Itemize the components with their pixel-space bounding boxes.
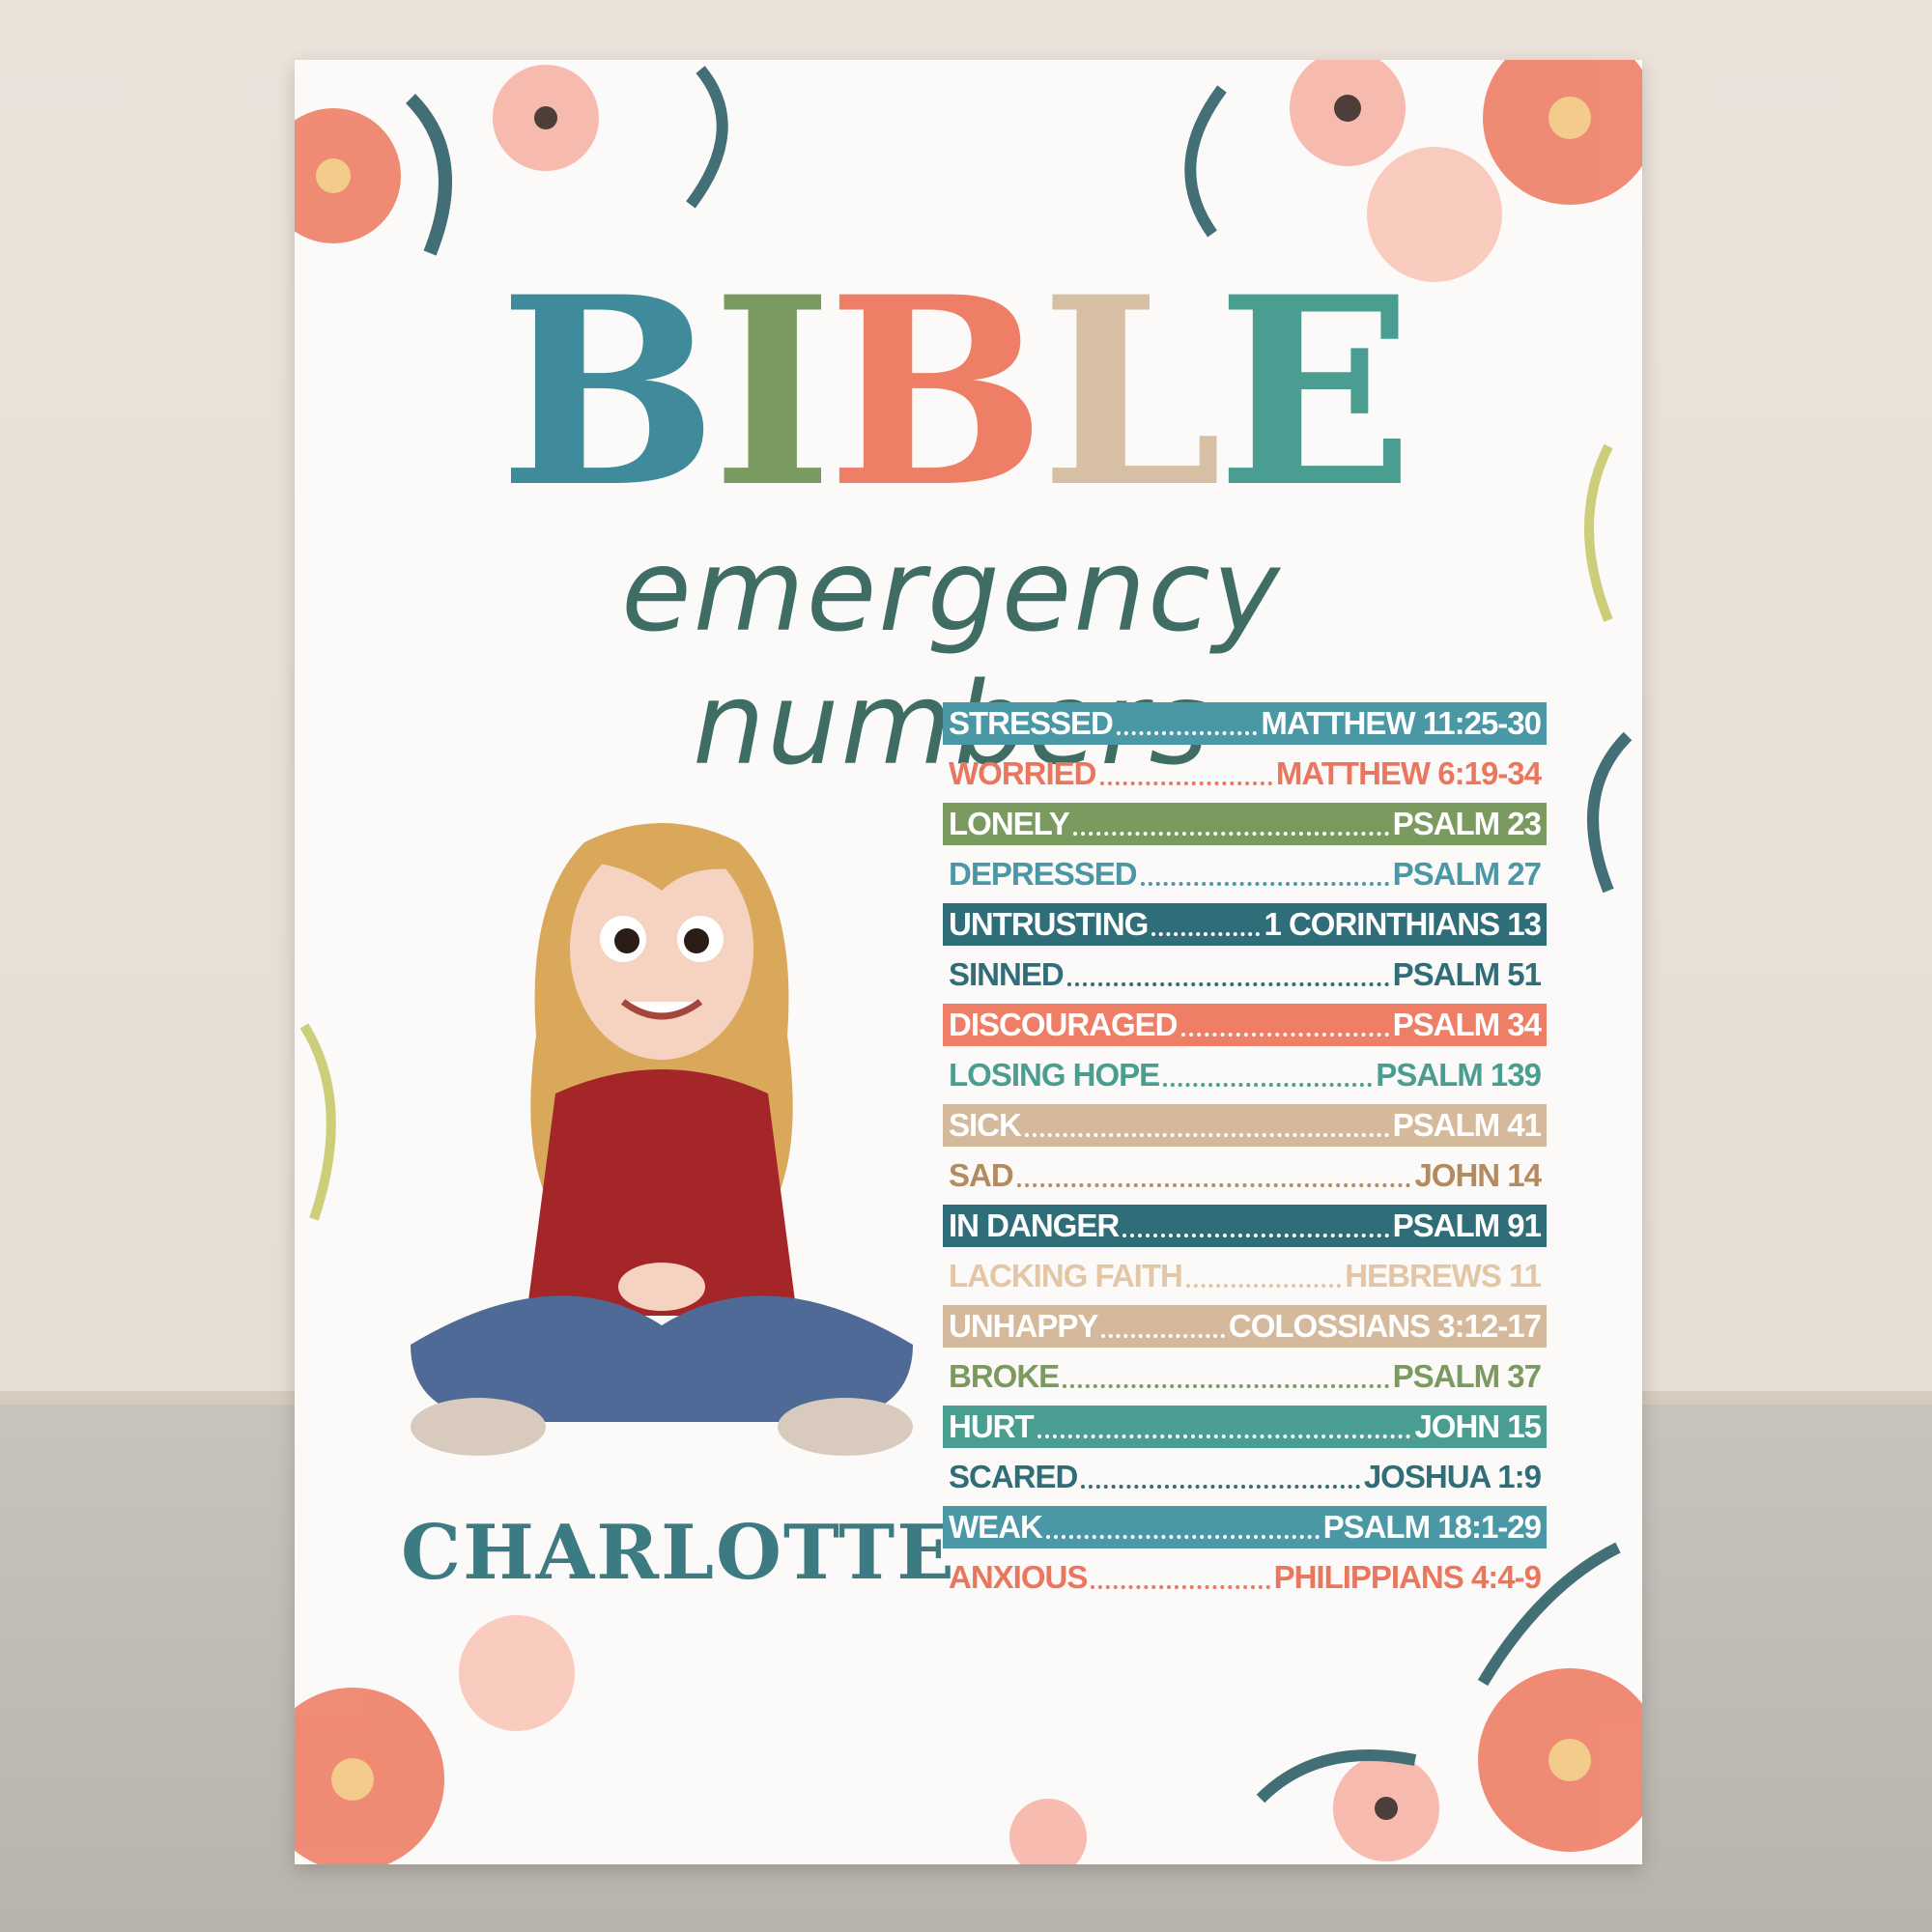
feeling: UNTRUSTING	[949, 906, 1149, 942]
name: CHARLOTTE	[401, 1509, 956, 1597]
entry-row: IN DANGER PSALM 91	[943, 1205, 1547, 1247]
dot-leader	[1140, 882, 1389, 886]
dot-leader	[1091, 1585, 1270, 1589]
entry-row: WORRIED MATTHEW 6:19-34	[943, 753, 1547, 795]
entry-row: HURT JOHN 15	[943, 1406, 1547, 1448]
girl-illustration	[411, 823, 913, 1456]
verse: COLOSSIANS 3:12-17	[1228, 1308, 1542, 1344]
feeling: LOSING HOPE	[949, 1057, 1160, 1093]
feeling: ANXIOUS	[949, 1559, 1088, 1595]
verse: JOSHUA 1:9	[1363, 1459, 1542, 1494]
dot-leader	[1122, 1234, 1389, 1237]
dot-leader	[1116, 731, 1258, 735]
dot-leader	[1101, 1334, 1225, 1338]
feeling: WORRIED	[949, 755, 1096, 791]
verse: PSALM 37	[1392, 1358, 1542, 1394]
blanket: BIBLE emergency numbers CHARLOTTE STRESS…	[295, 60, 1642, 1864]
feeling: SCARED	[949, 1459, 1078, 1494]
verse: PSALM 27	[1392, 856, 1542, 892]
verse: MATTHEW 11:25-30	[1261, 705, 1542, 741]
verse: PSALM 34	[1392, 1007, 1542, 1042]
entry-row: LONELY PSALM 23	[943, 803, 1547, 845]
dot-leader	[1163, 1083, 1373, 1087]
feeling: HURT	[949, 1408, 1035, 1444]
entry-row: WEAK PSALM 18:1-29	[943, 1506, 1547, 1548]
feeling: SINNED	[949, 956, 1065, 992]
dot-leader	[1185, 1284, 1342, 1288]
feeling: WEAK	[949, 1509, 1043, 1545]
feeling: UNHAPPY	[949, 1308, 1098, 1344]
dot-leader	[1072, 832, 1389, 836]
feeling: LONELY	[949, 806, 1070, 841]
dot-leader	[1180, 1033, 1389, 1037]
entry-row: SAD JOHN 14	[943, 1154, 1547, 1197]
verse: JOHN 15	[1414, 1408, 1542, 1444]
feeling: STRESSED	[949, 705, 1114, 741]
dot-leader	[1024, 1133, 1389, 1137]
verse: PSALM 51	[1392, 956, 1542, 992]
verse: HEBREWS 11	[1345, 1258, 1542, 1293]
dot-leader	[1063, 1384, 1389, 1388]
dot-leader	[1016, 1183, 1411, 1187]
verse: PSALM 41	[1392, 1107, 1542, 1143]
entry-row: LACKING FAITH HEBREWS 11	[943, 1255, 1547, 1297]
floral-decoration	[295, 60, 1642, 1864]
entry-row: LOSING HOPE PSALM 139	[943, 1054, 1547, 1096]
entry-row: SICK PSALM 41	[943, 1104, 1547, 1147]
verse: PHILIPPIANS 4:4-9	[1273, 1559, 1542, 1595]
feeling: IN DANGER	[949, 1208, 1120, 1243]
dot-leader	[1066, 982, 1389, 986]
feeling: DISCOURAGED	[949, 1007, 1179, 1042]
entry-row: ANXIOUS PHILIPPIANS 4:4-9	[943, 1556, 1547, 1599]
dot-leader	[1045, 1535, 1320, 1539]
entry-row: BROKE PSALM 37	[943, 1355, 1547, 1398]
title: BIBLE	[498, 241, 1413, 545]
verse: PSALM 18:1-29	[1322, 1509, 1542, 1545]
feeling: BROKE	[949, 1358, 1060, 1394]
verse: PSALM 139	[1376, 1057, 1542, 1093]
entry-row: SINNED PSALM 51	[943, 953, 1547, 996]
verse: PSALM 91	[1392, 1208, 1542, 1243]
verse: PSALM 23	[1392, 806, 1542, 841]
verse: MATTHEW 6:19-34	[1275, 755, 1542, 791]
entry-row: UNHAPPY COLOSSIANS 3:12-17	[943, 1305, 1547, 1348]
dot-leader	[1151, 932, 1261, 936]
entry-row: SCARED JOSHUA 1:9	[943, 1456, 1547, 1498]
feeling: DEPRESSED	[949, 856, 1138, 892]
dot-leader	[1037, 1435, 1411, 1438]
entry-row: DEPRESSED PSALM 27	[943, 853, 1547, 895]
subtitle: emergency numbers	[621, 524, 1282, 790]
dot-leader	[1099, 781, 1272, 785]
verse: JOHN 14	[1414, 1157, 1542, 1193]
feeling: LACKING FAITH	[949, 1258, 1183, 1293]
entry-row: UNTRUSTING 1 CORINTHIANS 13	[943, 903, 1547, 946]
emergency-list: STRESSED MATTHEW 11:25-30 WORRIED MATTHEW 6…	[943, 702, 1547, 1606]
dot-leader	[1081, 1485, 1360, 1489]
feeling: SAD	[949, 1157, 1014, 1193]
entry-row: DISCOURAGED PSALM 34	[943, 1004, 1547, 1046]
entry-row: STRESSED MATTHEW 11:25-30	[943, 702, 1547, 745]
feeling: SICK	[949, 1107, 1022, 1143]
verse: 1 CORINTHIANS 13	[1264, 906, 1542, 942]
